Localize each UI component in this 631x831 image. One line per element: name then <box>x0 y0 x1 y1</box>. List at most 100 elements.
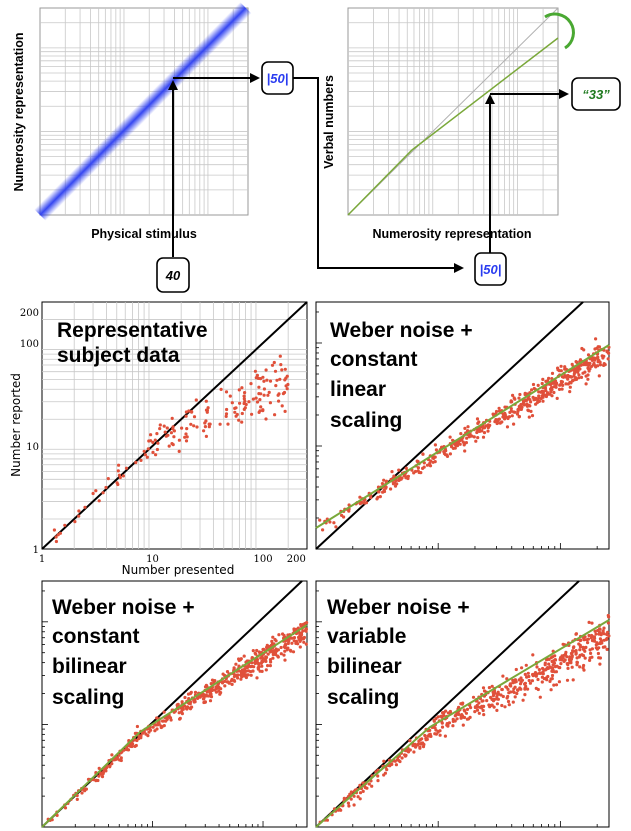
data-point <box>518 407 523 411</box>
data-point <box>416 742 421 746</box>
panel-variable-bilinear-title-line-4: scaling <box>327 686 399 709</box>
data-point <box>265 643 269 647</box>
data-point <box>492 705 496 709</box>
data-point <box>448 435 452 439</box>
data-point <box>183 435 187 439</box>
data-point <box>486 426 490 430</box>
data-point <box>170 442 174 446</box>
data-point <box>274 647 278 651</box>
data-point <box>218 692 222 696</box>
data-point <box>257 385 261 389</box>
data-point <box>298 645 302 649</box>
data-point <box>178 716 182 721</box>
data-point <box>226 422 230 426</box>
data-point <box>460 702 464 706</box>
data-point <box>434 728 438 732</box>
data-point <box>557 387 562 391</box>
data-point <box>274 653 278 657</box>
data-point <box>415 459 419 463</box>
data-point <box>301 637 306 641</box>
data-point <box>485 699 489 703</box>
data-point <box>564 382 568 386</box>
data-point <box>262 387 266 391</box>
data-point <box>451 724 455 728</box>
data-point <box>593 347 597 351</box>
data-point <box>204 419 208 423</box>
data-point <box>261 375 265 379</box>
data-point <box>582 668 586 672</box>
data-point <box>271 656 275 660</box>
data-point <box>570 362 574 366</box>
data-point <box>361 789 365 794</box>
data-point <box>63 806 68 810</box>
data-point <box>279 363 283 367</box>
data-point <box>121 474 125 478</box>
data-point <box>481 435 486 439</box>
data-point <box>229 679 233 683</box>
data-point <box>283 642 288 646</box>
data-point <box>108 764 112 768</box>
data-point <box>531 382 536 387</box>
data-point <box>535 665 539 669</box>
data-point <box>448 452 452 456</box>
data-point <box>238 401 242 405</box>
data-point <box>568 385 572 389</box>
data-point <box>276 655 280 659</box>
data-point <box>545 393 549 397</box>
data-point <box>117 463 121 467</box>
data-point <box>440 721 444 725</box>
data-point <box>523 672 527 677</box>
data-point <box>495 421 499 426</box>
data-point <box>525 398 529 402</box>
data-point <box>367 782 371 786</box>
data-point <box>185 435 189 439</box>
data-point <box>180 426 184 430</box>
data-point <box>278 354 282 358</box>
representation-box-repeat: |50| <box>474 252 507 286</box>
data-point <box>550 371 555 375</box>
data-point <box>334 525 338 529</box>
data-point <box>601 631 605 635</box>
data-point <box>492 693 496 697</box>
data-point <box>184 439 189 443</box>
x-tick-label: 100 <box>253 554 272 565</box>
panel-constant-linear-title-line-2: constant <box>330 348 418 371</box>
data-point <box>486 423 490 427</box>
data-point <box>578 638 583 643</box>
data-point <box>80 791 84 795</box>
model-line <box>315 344 610 529</box>
data-point <box>264 668 268 672</box>
data-point <box>510 414 514 418</box>
data-point <box>146 734 150 738</box>
data-point <box>156 723 160 727</box>
data-point <box>272 360 276 365</box>
data-point <box>223 684 227 688</box>
data-point <box>257 662 261 667</box>
data-point <box>116 482 120 487</box>
data-point <box>262 379 266 383</box>
data-point <box>301 629 305 633</box>
data-point <box>201 697 206 701</box>
data-point <box>531 653 535 657</box>
representation-repeat-value: |50| <box>480 262 502 277</box>
data-point <box>432 455 436 459</box>
data-point <box>582 638 586 642</box>
data-point <box>170 416 174 420</box>
data-point <box>465 436 469 440</box>
data-point <box>524 663 528 667</box>
data-point <box>227 681 231 685</box>
data-point <box>480 699 484 703</box>
data-point <box>584 645 588 650</box>
data-point <box>384 486 388 490</box>
data-point <box>239 657 243 661</box>
data-point <box>605 647 609 652</box>
data-point <box>536 677 540 682</box>
data-point <box>565 678 570 682</box>
data-point <box>225 670 230 674</box>
data-point <box>393 484 398 488</box>
data-point <box>445 722 449 726</box>
data-point <box>256 376 260 380</box>
y-tick-label: 10 <box>26 442 39 453</box>
data-point <box>588 658 592 663</box>
numerosity-band <box>34 2 252 221</box>
